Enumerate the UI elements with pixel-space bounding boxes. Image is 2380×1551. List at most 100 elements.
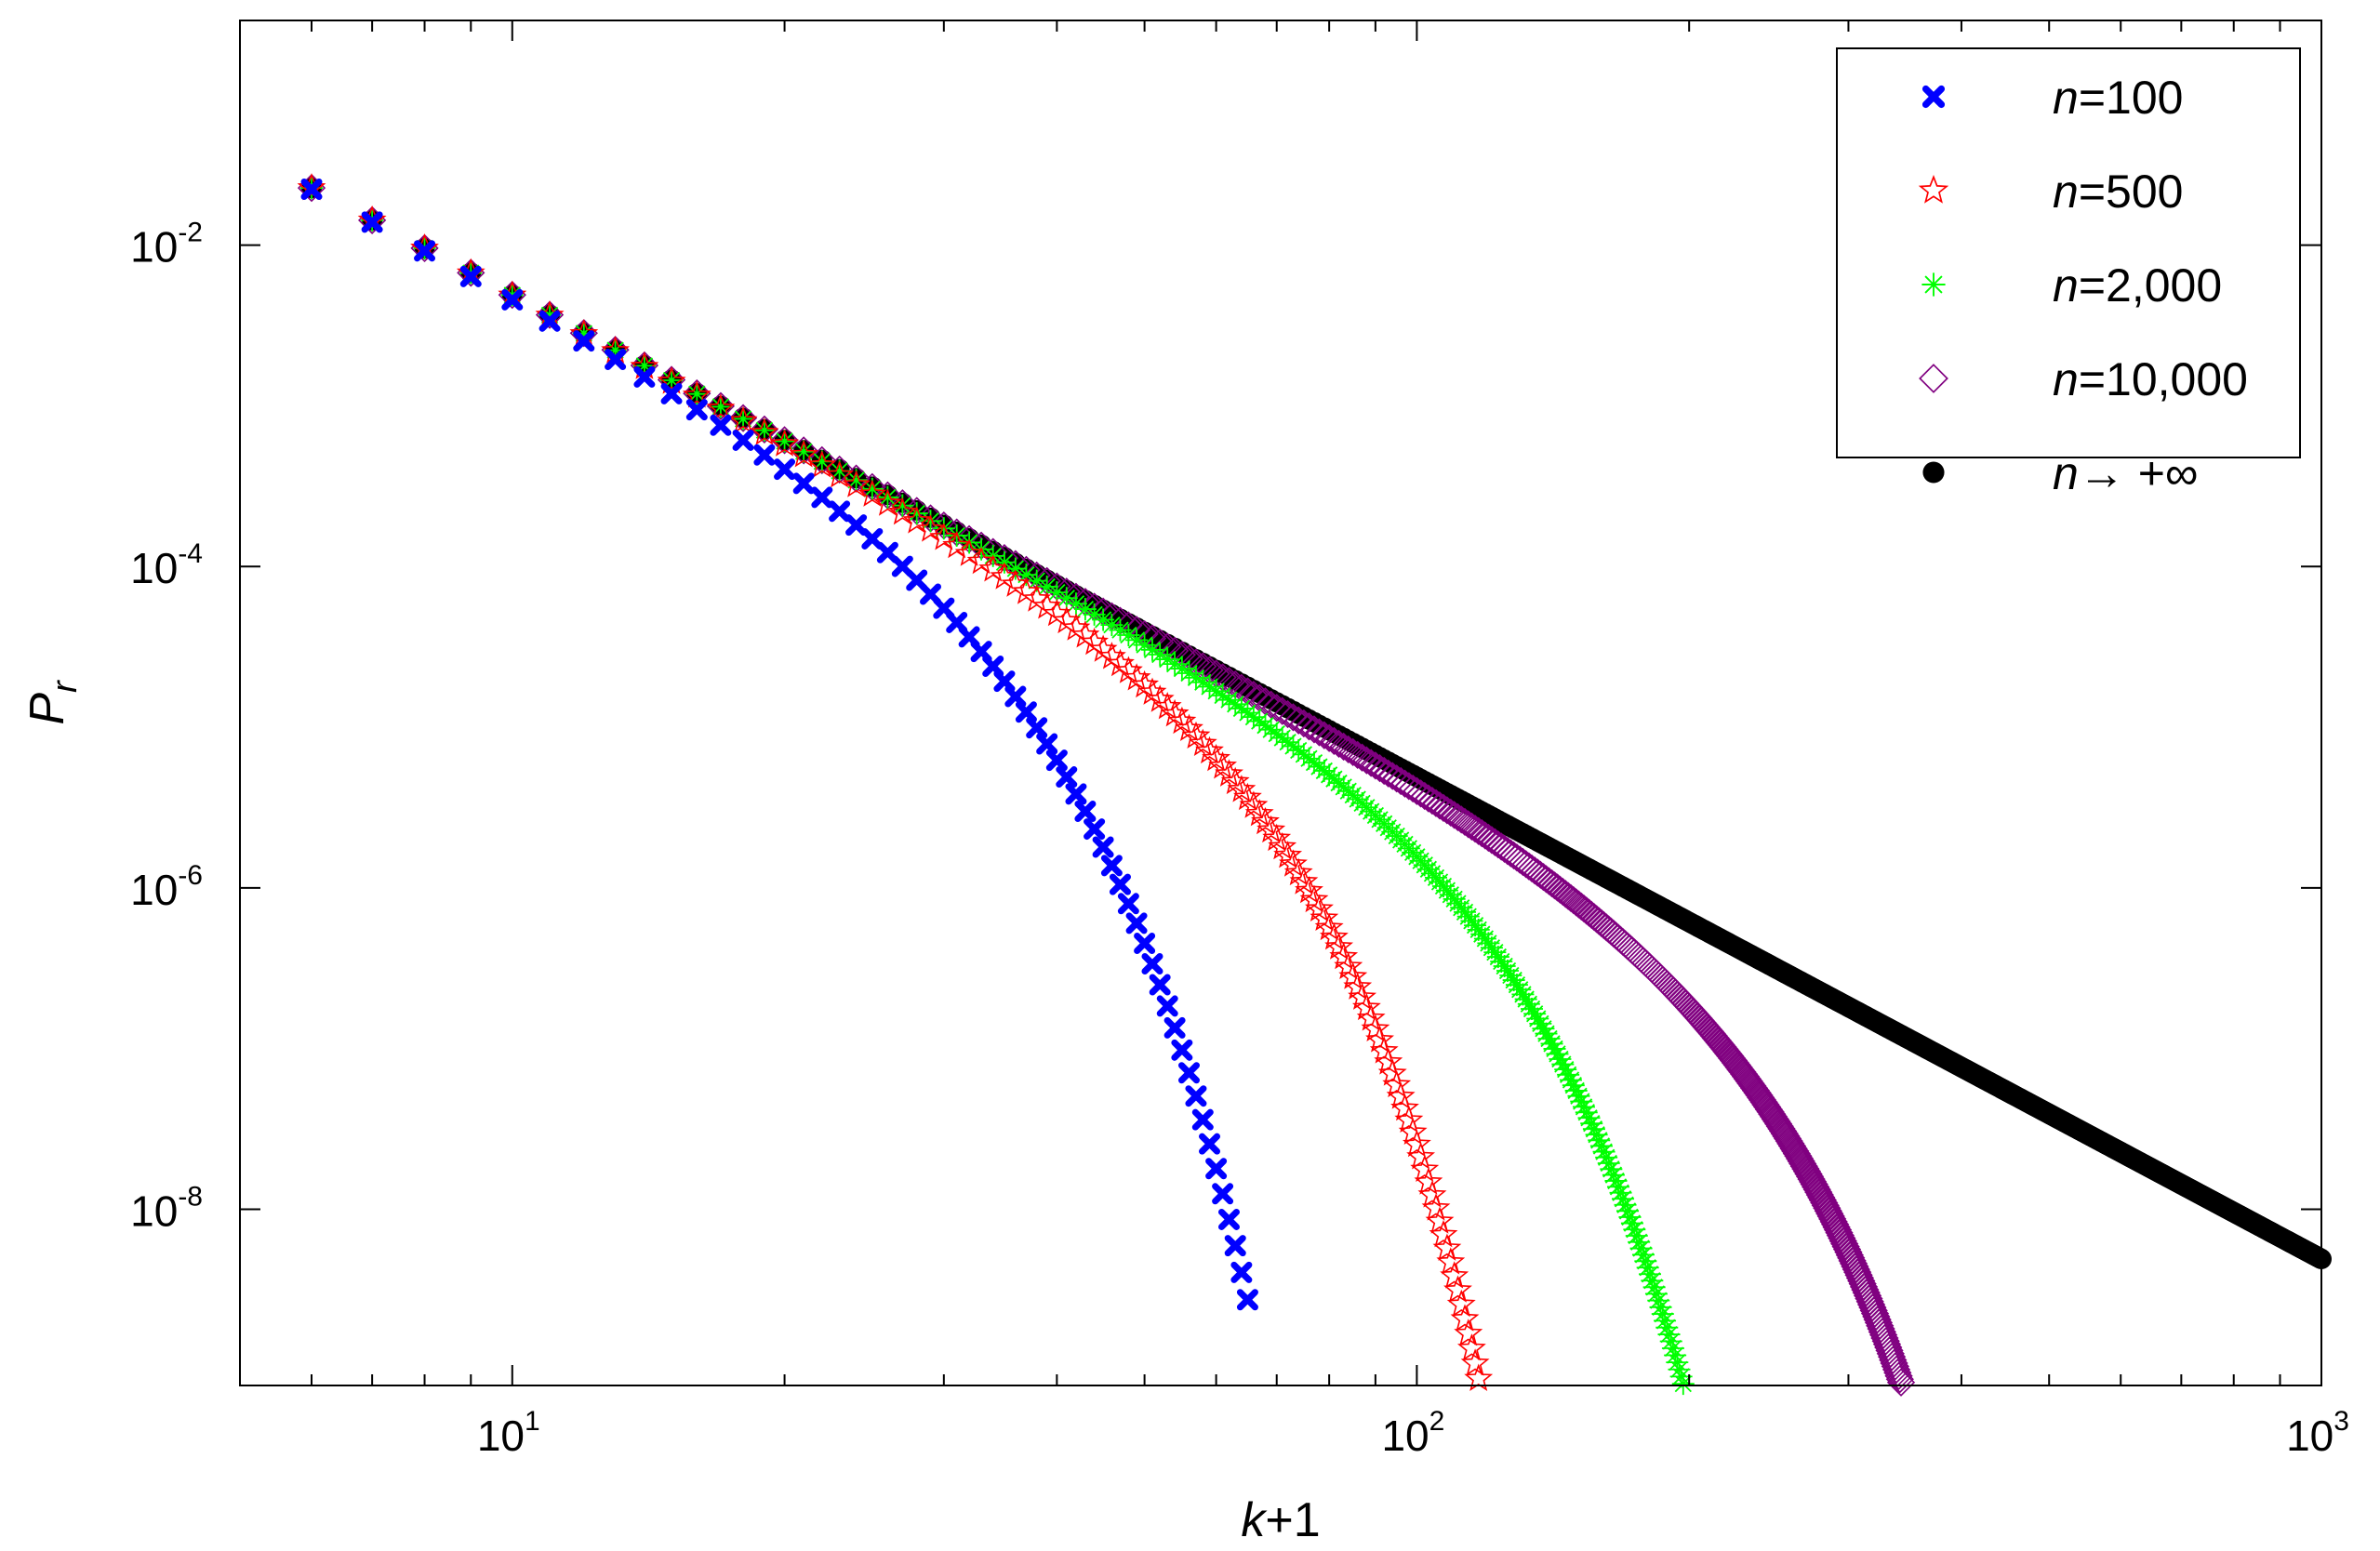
- x-tick-label: 101: [477, 1406, 540, 1460]
- data-point-n100: [1217, 1208, 1240, 1230]
- data-point-n500: [916, 514, 945, 542]
- x-tick-label: 102: [1381, 1406, 1444, 1460]
- data-point-n500: [1208, 751, 1238, 779]
- data-point-n2000: [1184, 666, 1207, 689]
- data-point-n500: [1398, 1117, 1428, 1145]
- data-point-n100: [1045, 749, 1068, 772]
- data-point-n500: [1410, 1154, 1440, 1182]
- data-point-n100: [1074, 801, 1097, 823]
- data-point-n500: [728, 405, 758, 433]
- data-point-n100: [1036, 733, 1058, 755]
- data-point-n10000: [1837, 1243, 1866, 1272]
- data-point-n500: [1440, 1261, 1469, 1289]
- data-point-n100: [753, 444, 776, 466]
- data-point-n500: [657, 366, 686, 394]
- data-point-n10000: [1382, 764, 1411, 793]
- data-point-n500: [1460, 1348, 1490, 1376]
- data-point-n100: [1109, 873, 1131, 895]
- legend-label-ninf: n→ +∞: [2053, 447, 2199, 499]
- data-point-n10000: [1884, 1361, 1913, 1390]
- data-point-n500: [842, 470, 871, 497]
- data-marks: [297, 173, 2332, 1397]
- y-tick-label: 10-8: [130, 1181, 203, 1235]
- data-point-n10000: [1831, 1232, 1860, 1261]
- data-point-n10000: [1825, 1218, 1854, 1247]
- data-point-n10000: [1799, 1167, 1828, 1197]
- data-point-n10000: [1348, 743, 1376, 772]
- data-point-n10000: [1414, 784, 1443, 813]
- data-point-n10000: [1834, 1238, 1863, 1266]
- data-point-n100: [1056, 766, 1078, 789]
- tick-labels: 101 102 103 10-2 10-4 10-6 10-8: [130, 218, 2349, 1460]
- data-point-n10000: [1374, 759, 1403, 788]
- legend: n=100 n=500 n=2,000 n=10,000 n→ +∞: [1836, 47, 2301, 499]
- data-point-n10000: [1816, 1201, 1845, 1231]
- data-point-n10000: [1810, 1188, 1839, 1217]
- data-point-n2000: [1639, 1263, 1662, 1286]
- legend-label-n2000: n=2,000: [2053, 259, 2222, 312]
- data-point-n10000: [1295, 712, 1323, 741]
- data-point-n500: [1446, 1289, 1476, 1318]
- data-point-n500: [942, 530, 972, 559]
- legend-marker-n100: [1921, 85, 1946, 109]
- data-point-n100: [861, 527, 884, 550]
- data-point-n500: [1425, 1206, 1455, 1234]
- data-point-n10000: [1370, 756, 1399, 786]
- data-point-n10000: [1885, 1365, 1914, 1394]
- data-point-n10000: [1813, 1194, 1842, 1223]
- data-point-n10000: [1881, 1352, 1909, 1381]
- data-point-n100: [459, 265, 482, 287]
- data-point-n100: [1100, 855, 1123, 877]
- data-point-n100: [792, 472, 815, 495]
- data-point-n100: [1185, 1085, 1207, 1107]
- data-point-n500: [1188, 728, 1217, 756]
- data-point-n10000: [1795, 1162, 1825, 1191]
- data-point-n100: [1141, 952, 1163, 974]
- data-point-n10000: [1410, 781, 1439, 811]
- data-point-n100: [845, 514, 868, 537]
- data-point-n100: [1125, 912, 1148, 935]
- data-point-n2000: [1654, 1309, 1677, 1332]
- x-tick-label: 103: [2286, 1406, 2349, 1460]
- data-point-n500: [1377, 1058, 1407, 1086]
- data-point-n100: [1092, 836, 1114, 858]
- data-point-n2000: [1636, 1256, 1659, 1279]
- legend-marker-n10000: [1919, 364, 1948, 393]
- data-point-n100: [1004, 685, 1027, 708]
- data-point-n2000: [1100, 614, 1124, 637]
- y-tick-label: 10-2: [130, 218, 203, 272]
- data-point-n10000: [1365, 754, 1394, 783]
- data-point-n10000: [807, 445, 836, 475]
- data-point-n2000: [919, 510, 942, 533]
- data-point-n100: [1149, 974, 1171, 996]
- data-point-n10000: [1807, 1183, 1836, 1212]
- data-point-n500: [1130, 669, 1160, 698]
- data-point-n10000: [1387, 766, 1416, 796]
- data-point-n500: [1295, 875, 1323, 904]
- data-point-n500: [1454, 1319, 1483, 1346]
- data-point-n10000: [1826, 1221, 1855, 1250]
- data-point-n10000: [1819, 1207, 1848, 1236]
- data-point-n10000: [1310, 721, 1338, 749]
- data-point-n10000: [1797, 1164, 1826, 1194]
- data-point-n2000: [1045, 581, 1069, 604]
- data-point-n10000: [750, 415, 779, 444]
- data-point-n10000: [1329, 732, 1358, 762]
- data-point-n2000: [1004, 557, 1027, 580]
- data-point-n10000: [1823, 1215, 1853, 1244]
- data-point-n100: [1177, 1062, 1200, 1084]
- data-point-n100: [732, 429, 754, 451]
- data-point-n10000: [1886, 1368, 1916, 1397]
- data-point-n10000: [1828, 1226, 1857, 1255]
- data-point-n500: [1215, 759, 1243, 787]
- data-point-n2000: [945, 524, 968, 547]
- data-point-n10000: [1800, 1170, 1828, 1199]
- legend-label-n100: n=100: [2053, 72, 2183, 124]
- data-point-n100: [501, 288, 524, 311]
- data-point-n100: [1224, 1235, 1246, 1257]
- data-point-n100: [1230, 1261, 1253, 1283]
- data-point-n500: [1450, 1304, 1480, 1332]
- data-point-n100: [538, 310, 561, 332]
- data-point-n500: [1160, 698, 1190, 727]
